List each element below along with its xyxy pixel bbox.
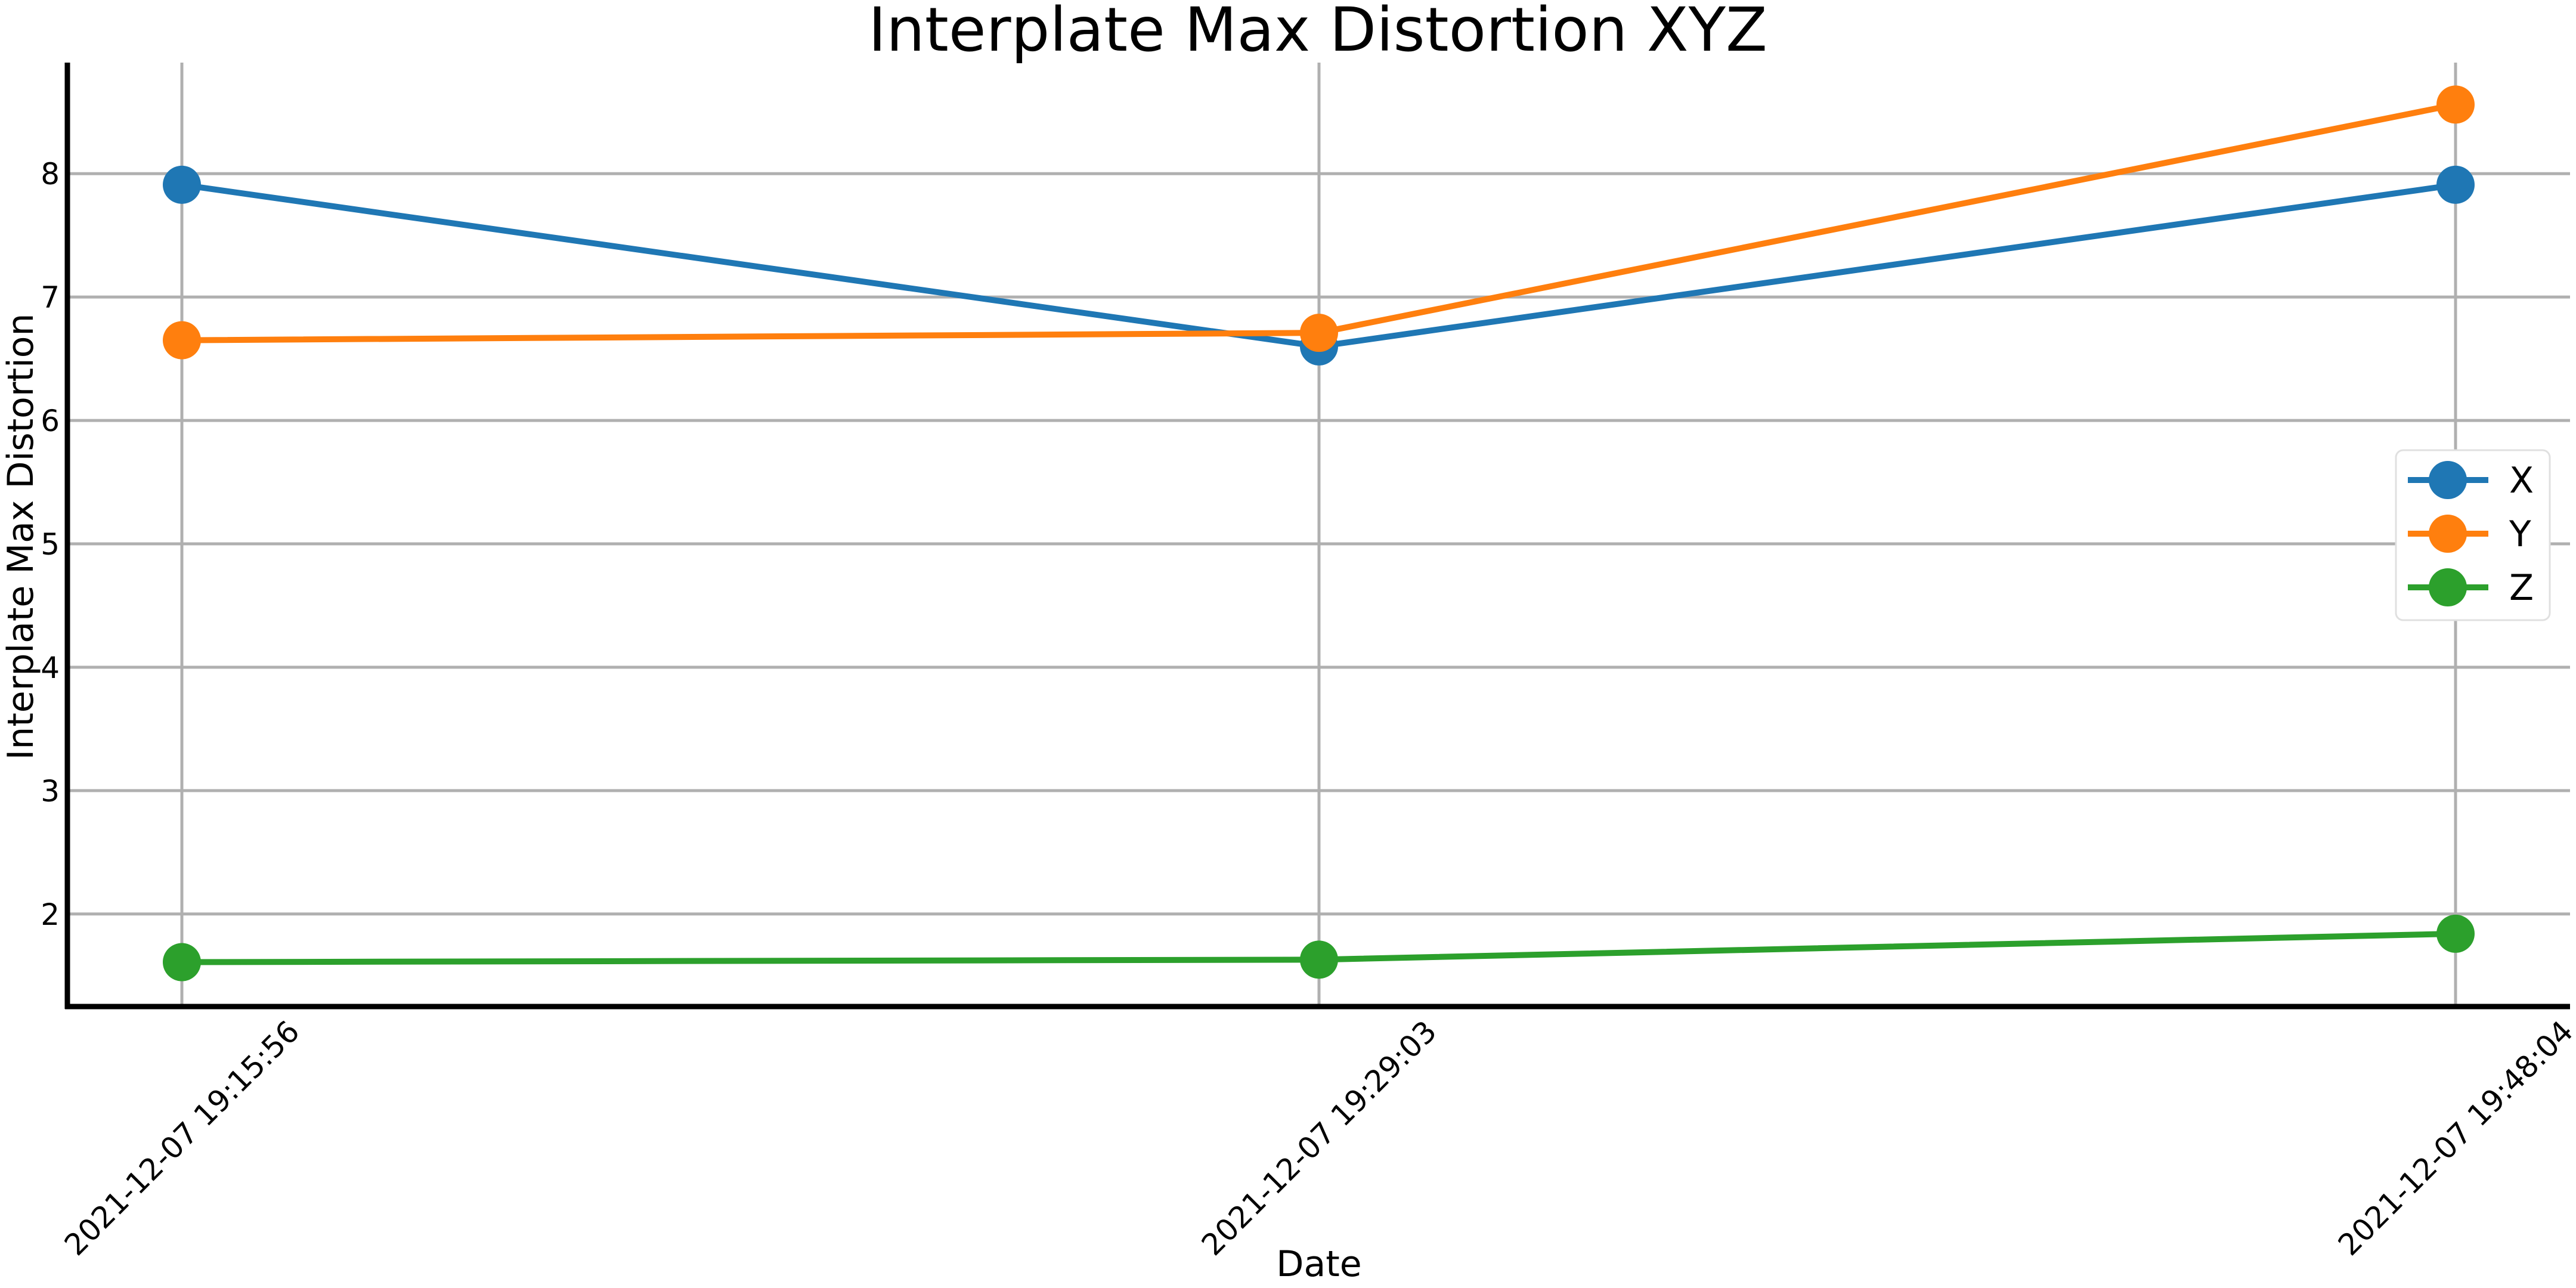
x-tick-label: 2021-12-07 19:48:04 — [2332, 1014, 2576, 1262]
grid — [67, 63, 2570, 1007]
x-tick-label: 2021-12-07 19:15:56 — [58, 1014, 306, 1262]
data-point-y — [1300, 314, 1338, 352]
x-tick-label: 2021-12-07 19:29:03 — [1195, 1014, 1444, 1262]
legend-label-y: Y — [2509, 513, 2531, 555]
data-point-z — [2436, 914, 2475, 953]
y-tick-label: 5 — [41, 527, 60, 562]
y-axis-label: Interplate Max Distortion — [0, 314, 42, 760]
legend-marker-y — [2429, 515, 2467, 553]
axes — [64, 63, 2570, 1010]
legend-label-z: Z — [2509, 567, 2534, 609]
series-group — [163, 85, 2475, 982]
data-point-z — [1300, 940, 1338, 979]
legend: XYZ — [2395, 449, 2551, 621]
data-point-x — [163, 165, 201, 204]
data-point-y — [163, 321, 201, 360]
x-axis-label: Date — [1276, 1243, 1361, 1285]
data-point-y — [2436, 85, 2475, 124]
data-point-x — [2436, 165, 2475, 204]
legend-marker-z — [2429, 568, 2467, 606]
y-tick-label: 2 — [41, 897, 60, 932]
y-tick-label: 6 — [41, 404, 60, 438]
y-tick-label: 3 — [41, 774, 60, 809]
y-tick-label: 7 — [41, 280, 60, 315]
legend-label-x: X — [2509, 460, 2534, 501]
y-tick-label: 8 — [41, 157, 60, 191]
legend-marker-x — [2429, 461, 2467, 499]
chart-title: Interplate Max Distortion XYZ — [868, 0, 1767, 66]
data-point-z — [163, 943, 201, 982]
y-tick-label: 4 — [41, 651, 60, 685]
